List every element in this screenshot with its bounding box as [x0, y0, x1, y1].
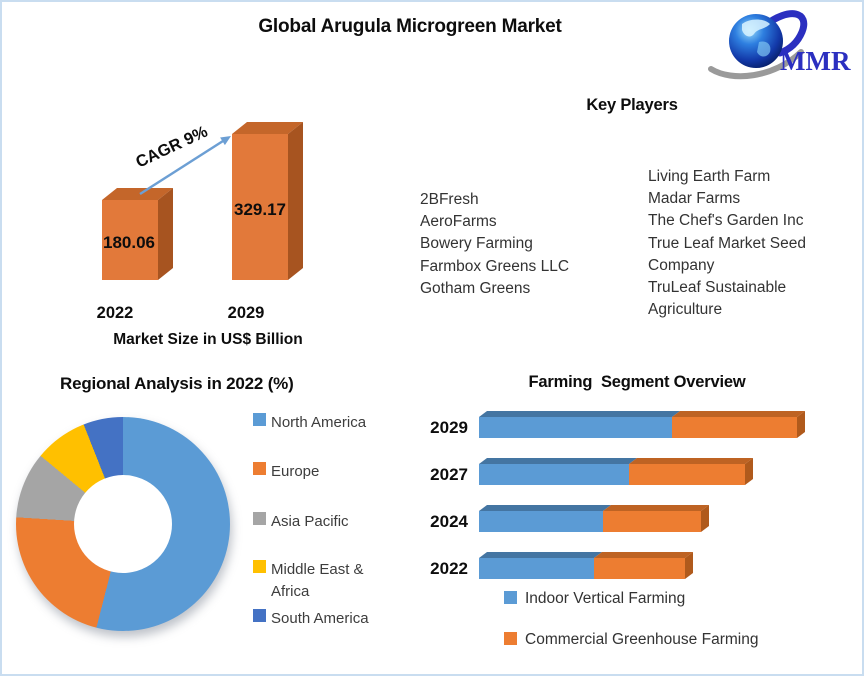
bar-year-label-2029: 2029 — [227, 304, 265, 322]
farming-legend-item-indoor: Indoor Vertical Farming — [504, 590, 685, 608]
key-players-column-right: Living Earth Farm Madar Farms The Chef's… — [648, 166, 820, 321]
legend-swatch-icon — [253, 413, 266, 426]
legend-swatch-icon — [504, 591, 517, 604]
farming-year-label: 2024 — [430, 512, 468, 531]
logo-blue-curl-icon — [760, 10, 808, 57]
cagr-arrow-icon — [139, 136, 231, 196]
regional-chart-title: Regional Analysis in 2022 (%) — [60, 374, 294, 393]
legend-swatch-icon — [504, 632, 517, 645]
key-player-item: Living Earth Farm — [648, 168, 771, 185]
farming-bar-2029 — [479, 411, 824, 438]
legend-label: Indoor Vertical Farming — [525, 590, 686, 607]
legend-swatch-icon — [253, 462, 266, 475]
legend-label: South America — [271, 610, 369, 627]
legend-label: Europe — [271, 463, 320, 480]
logo-text: MMR — [780, 46, 851, 76]
legend-item-asia-pacific: Asia Pacific — [253, 511, 349, 533]
bar-2029 — [232, 122, 303, 280]
donut-hole — [74, 475, 172, 573]
farming-bar-2022 — [479, 552, 824, 579]
farming-year-label: 2029 — [430, 418, 468, 437]
globe-continent-shape — [757, 41, 771, 57]
page-title: Global Arugula Microgreen Market — [258, 16, 562, 37]
key-player-item: Madar Farms — [648, 190, 741, 208]
legend-item-south-america: South America — [253, 608, 369, 630]
legend-label: North America — [271, 414, 367, 431]
key-player-item: Gotham Greens — [420, 279, 531, 297]
bar-year-label-2022: 2022 — [96, 304, 134, 322]
bar-value-label-2022: 180.06 — [103, 233, 155, 252]
farming-year-label: 2027 — [430, 465, 468, 484]
legend-item-middle-east-africa: Middle East & Africa — [253, 559, 383, 603]
key-players-title: Key Players — [586, 96, 678, 114]
key-player-item: TruLeaf Sustainable Agriculture — [648, 279, 787, 319]
legend-label: Middle East & Africa — [271, 561, 364, 600]
farming-bar-2027 — [479, 458, 824, 485]
legend-item-north-america: North America — [253, 412, 366, 434]
farming-legend-item-greenhouse: Commercial Greenhouse Farming — [504, 631, 758, 649]
bar-value-label-2029: 329.17 — [234, 200, 286, 219]
bar-2022 — [102, 188, 173, 280]
mmr-logo: MMR — [708, 10, 851, 80]
key-player-item: Farmbox Greens LLC — [420, 257, 570, 275]
logo-swoosh-icon — [708, 49, 804, 80]
key-player-item: The Chef's Garden Inc — [648, 212, 804, 230]
legend-label: Asia Pacific — [271, 513, 349, 530]
key-player-item: AeroFarms — [420, 213, 497, 231]
market-chart-caption: Market Size in US$ Billion — [113, 331, 303, 348]
legend-swatch-icon — [253, 609, 266, 622]
legend-label: Commercial Greenhouse Farming — [525, 631, 759, 648]
farming-bar-2024 — [479, 505, 824, 532]
key-player-item: Bowery Farming — [420, 235, 533, 253]
legend-item-europe: Europe — [253, 461, 319, 483]
farming-year-label: 2022 — [430, 559, 468, 578]
key-player-item: True Leaf Market Seed Company — [648, 234, 806, 274]
legend-swatch-icon — [253, 560, 266, 573]
key-players-column-left: 2BFresh AeroFarms Bowery Farming Farmbox… — [420, 189, 630, 300]
globe-continent-shape — [742, 19, 770, 37]
key-player-item: 2BFresh — [420, 191, 479, 208]
legend-swatch-icon — [253, 512, 266, 525]
farming-chart-title: Farming Segment Overview — [528, 373, 746, 391]
